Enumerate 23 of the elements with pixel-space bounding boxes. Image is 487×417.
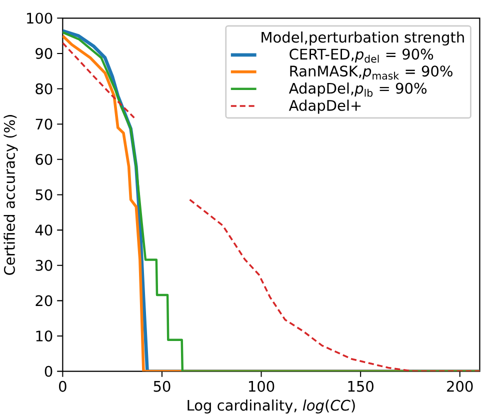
legend-label: CERT-ED,p$_{del}$ = 90% bbox=[290, 48, 434, 63]
legend-label: AdapDel+ bbox=[288, 100, 361, 114]
y-tick-label: 10 bbox=[36, 330, 52, 342]
x-tick-label: 50 bbox=[154, 380, 170, 392]
y-tick-label: 70 bbox=[36, 118, 52, 130]
y-axis-title: Certified accuracy (%) bbox=[4, 114, 18, 275]
x-tick-label: 0 bbox=[59, 380, 66, 392]
y-tick-label: 90 bbox=[36, 48, 52, 59]
y-tick-label: 100 bbox=[27, 12, 52, 24]
x-axis-title: Log cardinality, log(CC) bbox=[188, 399, 355, 414]
legend-label: RanMASK,p$_{mask}$ = 90% bbox=[290, 65, 452, 80]
x-tick-label: 200 bbox=[447, 380, 473, 392]
x-tick-label: 150 bbox=[348, 380, 374, 392]
y-tick-label: 20 bbox=[36, 295, 52, 306]
y-tick-label: 60 bbox=[36, 154, 52, 165]
legend-label: AdapDel,p$_{lb}$ = 90% bbox=[288, 82, 427, 97]
legend-title: Model,perturbation strength bbox=[262, 31, 464, 46]
y-tick-label: 0 bbox=[44, 366, 52, 377]
y-tick-label: 30 bbox=[36, 260, 52, 271]
x-tick-label: 100 bbox=[249, 380, 274, 392]
y-tick-label: 80 bbox=[36, 83, 52, 94]
y-tick-label: 40 bbox=[35, 224, 52, 236]
y-tick-label: 50 bbox=[36, 189, 52, 200]
